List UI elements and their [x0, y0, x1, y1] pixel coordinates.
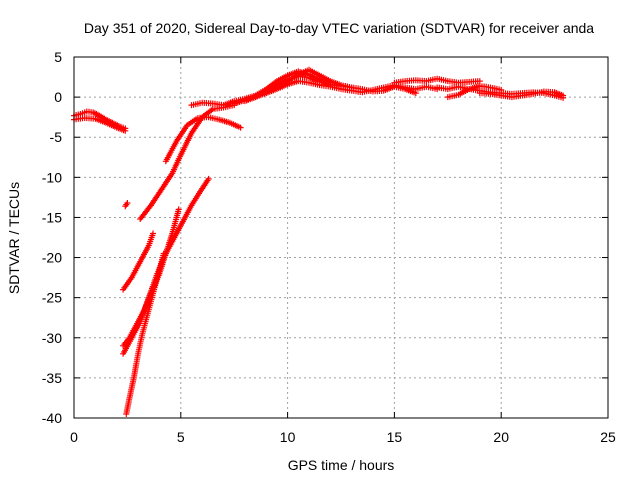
series-rising-upper — [162, 114, 244, 165]
y-tick-label: -25 — [42, 290, 62, 306]
axis-ticks: 0 5 10 15 20 25 5 0 -5 -10 -15 -20 -25 -30 -35 -40 — [42, 49, 616, 445]
series-isolated-a — [122, 200, 131, 210]
series-late-high — [391, 75, 483, 86]
x-axis-label: GPS time / hours — [288, 457, 395, 473]
grid — [74, 57, 608, 418]
x-tick-label: 25 — [600, 429, 616, 445]
y-tick-label: -10 — [42, 169, 62, 185]
series-plateau-a — [188, 68, 334, 109]
plot-frame — [73, 56, 609, 419]
x-tick-label: 5 — [177, 429, 185, 445]
series-late-tail-2 — [476, 88, 567, 101]
y-axis-label: SDTVAR / TECUs — [6, 182, 22, 294]
y-tick-label: -35 — [42, 370, 62, 386]
y-tick-label: 5 — [54, 49, 62, 65]
y-tick-label: -5 — [50, 129, 63, 145]
x-tick-label: 10 — [280, 429, 296, 445]
y-tick-label: -15 — [42, 209, 62, 225]
x-tick-label: 15 — [387, 429, 403, 445]
x-tick-label: 0 — [70, 429, 78, 445]
series-steep-drop — [123, 250, 167, 417]
x-tick-label: 20 — [493, 429, 509, 445]
y-tick-label: -40 — [42, 410, 62, 426]
data-marks — [71, 66, 567, 417]
y-tick-label: -30 — [42, 330, 62, 346]
series-plateau-d — [263, 78, 441, 97]
series-rising-left — [120, 230, 156, 293]
y-tick-label: 0 — [54, 89, 62, 105]
chart-title: Day 351 of 2020, Sidereal Day-to-day VTE… — [84, 20, 594, 36]
y-tick-label: -20 — [42, 250, 62, 266]
